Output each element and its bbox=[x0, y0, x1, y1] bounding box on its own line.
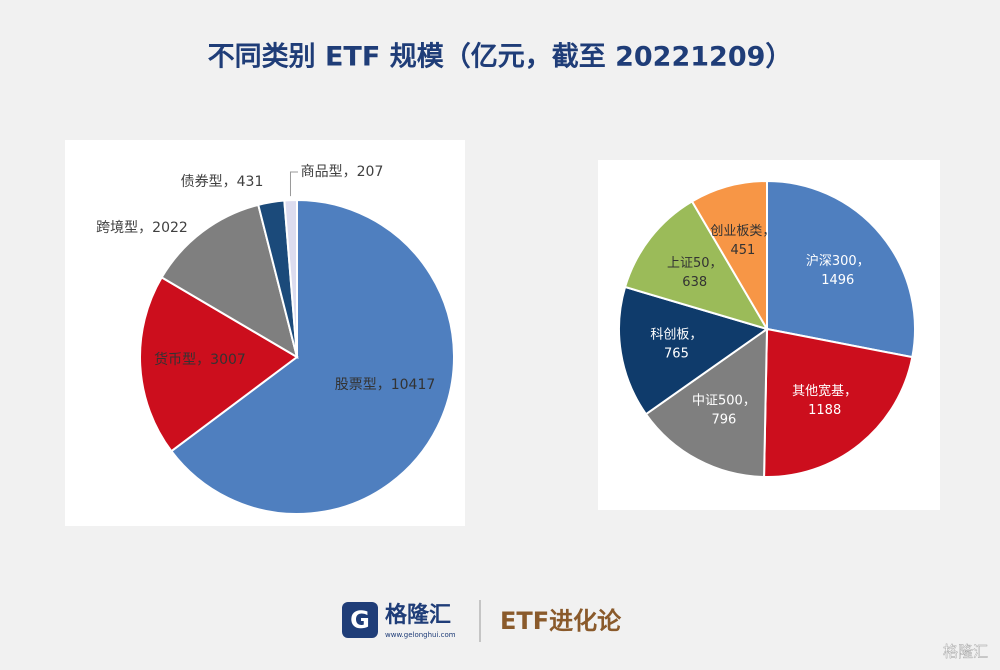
label-category: 中证500 bbox=[692, 393, 743, 408]
label-category: 商品型 bbox=[301, 164, 343, 180]
label-value: 207 bbox=[357, 164, 384, 180]
label-category: 科创板 bbox=[650, 327, 689, 342]
label-separator: ， bbox=[196, 352, 210, 368]
slice-label: 跨境型，2022 bbox=[96, 220, 188, 236]
watermark: 格隆汇 bbox=[943, 643, 988, 661]
label-value: 2022 bbox=[152, 220, 188, 236]
label-separator: ， bbox=[343, 164, 357, 180]
footer: G 格隆汇 www.gelonghui.com ETF进化论 格隆汇 bbox=[342, 600, 988, 661]
label-separator: ， bbox=[762, 223, 775, 238]
slice-label: 沪深300， 1496 bbox=[806, 253, 870, 288]
label-category: 股票型 bbox=[335, 377, 377, 393]
label-value: 1496 bbox=[821, 273, 854, 288]
slice-label: 创业板类， 451 bbox=[710, 223, 775, 257]
pie-slice bbox=[160, 203, 299, 360]
leader-line bbox=[289, 171, 298, 197]
slice-label: 中证500， 796 bbox=[692, 393, 756, 427]
slice-label: 商品型，207 bbox=[301, 164, 384, 180]
label-category: 创业板类 bbox=[710, 223, 762, 238]
label-value: 796 bbox=[711, 412, 736, 427]
pie-slice bbox=[623, 200, 770, 331]
label-separator: ， bbox=[743, 393, 756, 408]
slice-label: 其他宽基， 1188 bbox=[792, 382, 857, 417]
label-separator: ， bbox=[689, 327, 702, 342]
label-category: 其他宽基 bbox=[792, 382, 844, 398]
label-separator: ， bbox=[138, 220, 152, 236]
pie-slice bbox=[763, 327, 914, 478]
slice-label: 债券型，431 bbox=[181, 174, 264, 190]
pie-slice bbox=[283, 198, 298, 358]
label-value: 1188 bbox=[808, 402, 841, 417]
label-category: 货币型 bbox=[154, 351, 196, 368]
label-separator: ， bbox=[377, 377, 391, 393]
logo-letter: G bbox=[350, 606, 370, 634]
slice-label: 货币型，3007 bbox=[154, 351, 246, 368]
label-separator: ， bbox=[857, 254, 870, 269]
label-category: 债券型 bbox=[181, 174, 223, 190]
pie-slice bbox=[766, 179, 916, 359]
label-category: 沪深300 bbox=[806, 253, 857, 269]
slice-label: 科创板， 765 bbox=[650, 327, 702, 361]
slice-label: 股票型，10417 bbox=[335, 377, 436, 393]
label-value: 451 bbox=[730, 242, 755, 257]
title: 不同类别 ETF 规模（亿元，截至 20221209） bbox=[208, 42, 793, 73]
label-value: 431 bbox=[237, 174, 264, 190]
label-separator: ， bbox=[223, 174, 237, 190]
slice-label: 上证50， 638 bbox=[667, 255, 723, 289]
pie-slice bbox=[690, 179, 768, 333]
label-category: 上证50 bbox=[667, 255, 710, 270]
label-separator: ， bbox=[709, 255, 722, 270]
label-category: 跨境型 bbox=[96, 220, 138, 236]
column-name: ETF进化论 bbox=[500, 607, 622, 635]
label-value: 638 bbox=[682, 274, 707, 289]
pie-slice bbox=[139, 276, 299, 453]
label-value: 10417 bbox=[391, 377, 436, 393]
brand: 格隆汇 bbox=[385, 602, 451, 628]
pie-slice bbox=[644, 327, 769, 478]
pie-slice bbox=[169, 198, 455, 515]
logo-icon bbox=[342, 602, 378, 638]
label-separator: ， bbox=[844, 383, 857, 398]
label-value: 3007 bbox=[210, 352, 246, 368]
label-value: 765 bbox=[664, 346, 689, 361]
brand-url: www.gelonghui.com bbox=[385, 631, 456, 639]
